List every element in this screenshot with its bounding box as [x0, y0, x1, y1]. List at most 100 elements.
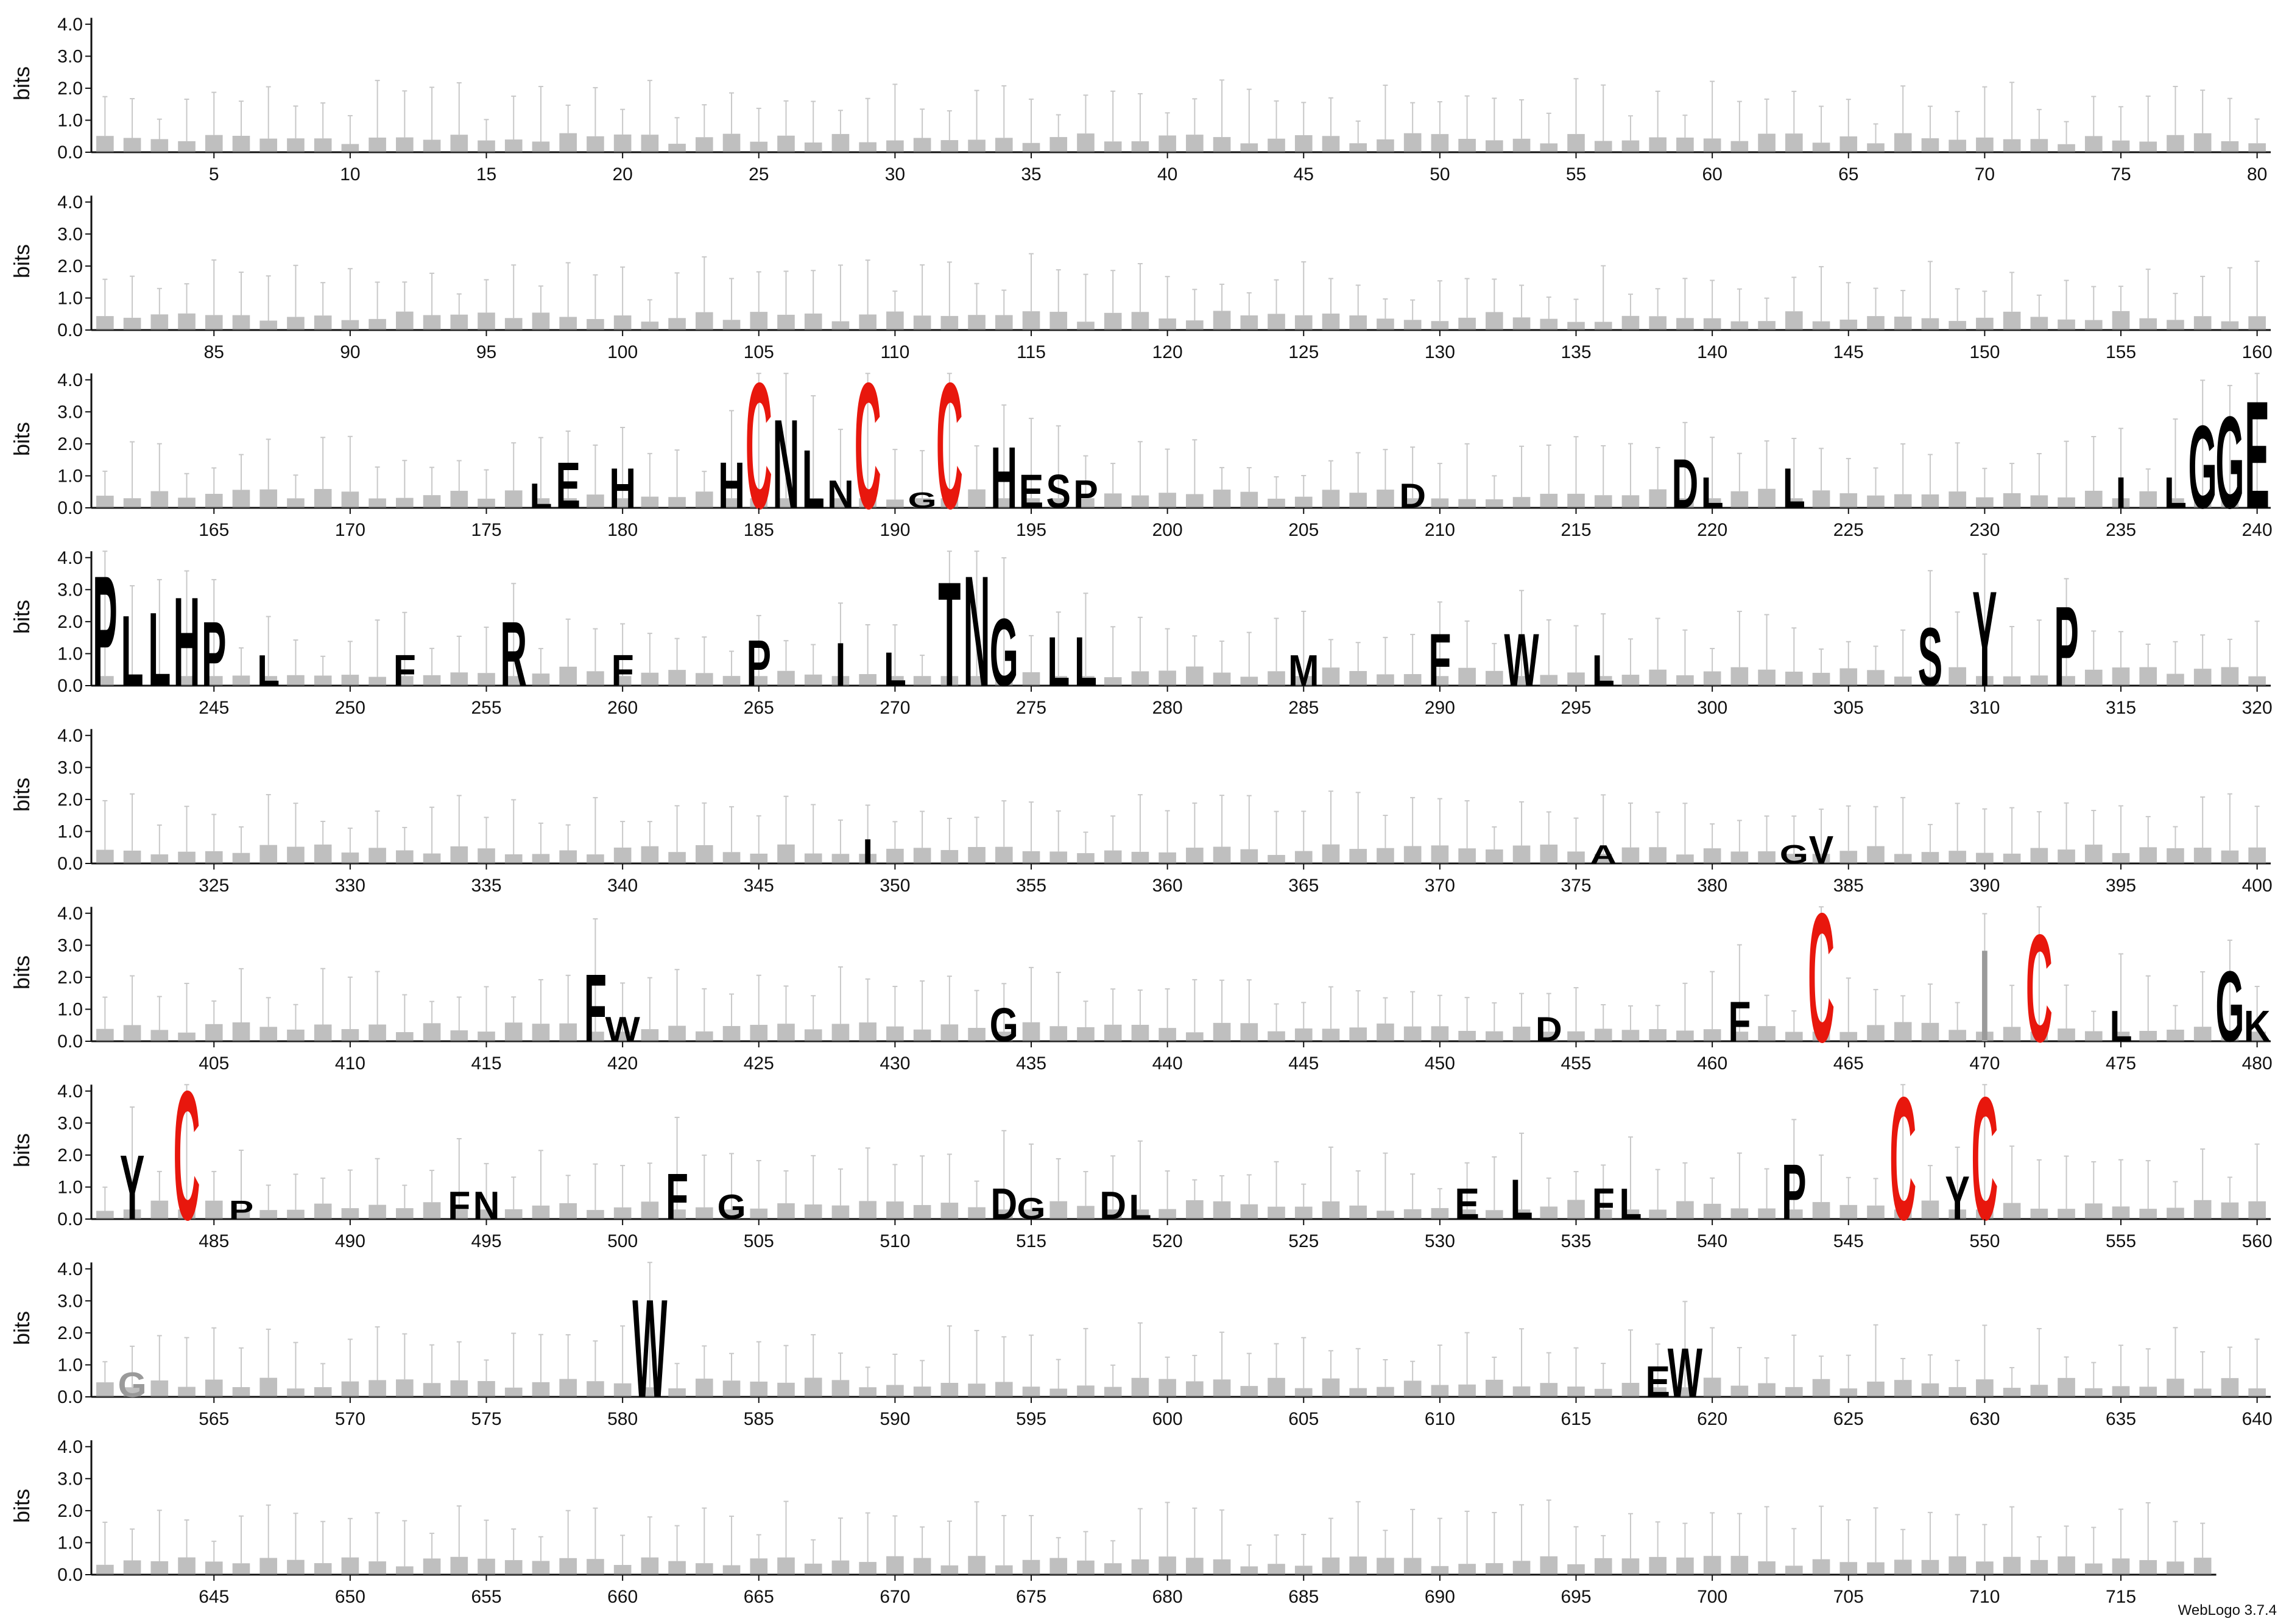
residue-stack: [314, 138, 332, 152]
residue-stack: [2084, 136, 2103, 152]
residue-stack: [396, 1379, 414, 1397]
residue-stack: [1240, 315, 1258, 330]
residue-stack: [2248, 498, 2266, 508]
residue-stack: [1268, 1377, 1285, 1397]
x-tick-label: 555: [2106, 1231, 2136, 1251]
residue-stack: [1159, 135, 1176, 152]
residue-stack: [696, 137, 713, 152]
residue-stack: [123, 1209, 141, 1219]
residue-glyph-P: P: [2054, 583, 2078, 711]
residue-stack: [1512, 317, 1531, 330]
residue-stack: [1022, 1022, 1040, 1041]
x-tick-label: 480: [2242, 1053, 2273, 1074]
residue-stack: [478, 312, 495, 330]
residue-stack: [2221, 141, 2239, 152]
residue-stack: [831, 1024, 850, 1041]
residue-stack: [559, 666, 577, 686]
residue-stack: [1377, 1023, 1394, 1041]
residue-stack: [968, 489, 986, 508]
residue-glyph-G: G: [2215, 388, 2244, 536]
residue-stack: [587, 1381, 604, 1397]
residue-stack: [1758, 1208, 1776, 1219]
residue-stack: [259, 138, 278, 152]
residue-stack: [559, 498, 577, 508]
residue-stack: [1976, 852, 1994, 863]
x-tick-label: 500: [607, 1231, 638, 1251]
residue-glyph-D: D: [1099, 1184, 1126, 1228]
residue-stack: [2248, 1032, 2266, 1041]
residue-stack: [995, 1032, 1013, 1041]
residue-stack: [2084, 845, 2103, 863]
residue-stack: [369, 1204, 386, 1219]
residue-stack: [1758, 1026, 1776, 1041]
residue-stack: [232, 136, 250, 152]
residue-stack: [205, 1561, 223, 1575]
residue-stack: [1349, 670, 1367, 686]
residue-stack: [1022, 1387, 1040, 1397]
residue-stack: [1949, 1387, 1966, 1397]
residue-stack: [423, 139, 441, 152]
residue-stack: [1022, 1559, 1040, 1575]
residue-stack: [2167, 135, 2184, 152]
residue-stack: [287, 1209, 305, 1219]
residue-stack: [314, 1203, 332, 1219]
residue-stack: [1159, 1556, 1176, 1575]
residue-stack: [1131, 1559, 1149, 1575]
residue-stack: [2084, 1031, 2103, 1041]
residue-stack: [2221, 321, 2239, 330]
residue-stack: [1049, 676, 1068, 686]
residue-stack: [613, 1383, 632, 1397]
x-tick-label: 705: [1833, 1587, 1864, 1607]
residue-stack: [1268, 498, 1285, 508]
y-tick-label: 2.0: [57, 612, 83, 632]
residue-stack: [777, 498, 795, 508]
residue-stack: [205, 676, 223, 686]
residue-stack: [1567, 493, 1585, 508]
x-tick-label: 445: [1288, 1053, 1319, 1074]
residue-stack: [205, 851, 223, 863]
residue-stack: [1131, 1024, 1149, 1041]
residue-glyph-H: H: [174, 571, 200, 713]
residue-stack: [1512, 138, 1531, 152]
residue-stack: [559, 850, 577, 863]
residue-stack: [1976, 1209, 1994, 1219]
residue-stack: [423, 675, 441, 686]
residue-stack: [2003, 1556, 2021, 1575]
x-tick-label: 575: [471, 1409, 501, 1429]
residue-stack: [1213, 137, 1231, 152]
residue-glyph-N: N: [827, 473, 854, 516]
residue-stack: [450, 314, 468, 330]
residue-stack: [1403, 1026, 1422, 1041]
residue-stack: [1431, 321, 1449, 330]
residue-stack: [1621, 1382, 1640, 1397]
residue-stack: [1567, 851, 1585, 863]
residue-stack: [1839, 136, 1858, 152]
residue-stack: [396, 137, 414, 152]
x-tick-label: 675: [1016, 1587, 1046, 1607]
residue-stack: [1867, 846, 1885, 863]
residue-stack: [178, 141, 196, 152]
x-tick-label: 255: [471, 698, 501, 718]
residue-glyph-F: F: [1592, 1180, 1615, 1229]
residue-glyph-D: D: [1536, 1009, 1562, 1049]
x-tick-label: 165: [199, 520, 229, 540]
x-tick-label: 400: [2242, 876, 2273, 896]
residue-stack: [504, 854, 523, 863]
residue-stack: [1812, 1032, 1830, 1041]
residue-stack: [2139, 667, 2157, 686]
residue-stack: [178, 1557, 196, 1575]
residue-stack: [2003, 1027, 2021, 1041]
y-tick-label: 0.0: [57, 142, 83, 163]
residue-stack: [532, 498, 550, 508]
residue-stack: [722, 320, 741, 330]
x-tick-label: 105: [744, 342, 774, 362]
residue-stack: [1049, 1388, 1068, 1397]
residue-stack: [1458, 499, 1476, 508]
residue-stack: [1839, 668, 1858, 686]
residue-stack: [1458, 1564, 1476, 1575]
y-tick-label: 0.0: [57, 1209, 83, 1229]
y-tick-label: 2.0: [57, 79, 83, 99]
residue-stack: [2003, 1388, 2021, 1397]
residue-glyph-L: L: [1783, 457, 1805, 520]
